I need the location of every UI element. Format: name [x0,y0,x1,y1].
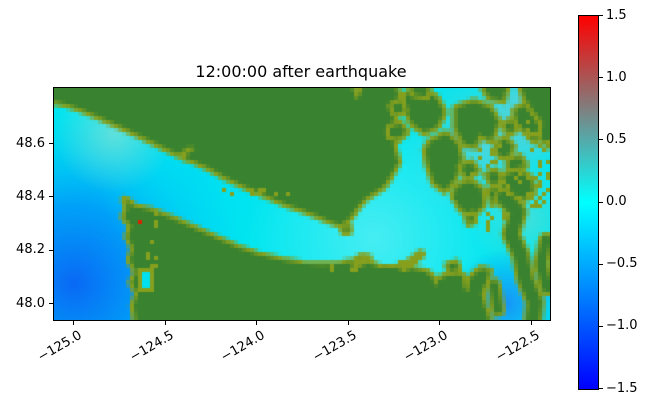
y-tick-label: 48.2 [16,242,45,258]
x-tick-label: −125.0 [35,328,85,366]
colorbar-tick-mark [599,15,603,16]
colorbar-tick-label: 0.5 [606,131,627,147]
colorbar-tick-mark [599,77,603,79]
x-tick-label: −123.0 [401,328,451,366]
y-tick-mark [49,303,53,304]
tsunami-map-canvas [54,88,550,320]
colorbar-tick-label: −1.0 [606,318,638,334]
x-tick-label: −124.5 [126,328,177,366]
x-tick-label: −122.5 [493,328,543,366]
colorbar [578,15,599,390]
x-tick-mark [256,321,258,325]
plot-title: 12:00:00 after earthquake [195,62,407,81]
colorbar-tick-mark [599,139,603,141]
colorbar-tick-mark [599,201,603,203]
x-tick-mark [73,321,75,325]
x-tick-label: −123.5 [310,328,360,366]
y-tick-mark [49,249,53,251]
y-tick-mark [49,143,53,144]
x-tick-mark [439,321,441,325]
map-plot-area [53,87,551,321]
colorbar-tick-label: −1.5 [606,380,638,396]
colorbar-tick-mark [599,388,603,389]
y-tick-label: 48.4 [16,188,45,204]
y-tick-label: 48.6 [16,135,45,151]
x-tick-label: −124.0 [218,328,268,366]
colorbar-tick-label: 1.5 [606,7,627,23]
y-tick-mark [49,196,53,198]
x-tick-mark [347,321,349,325]
colorbar-tick-mark [599,263,603,265]
colorbar-tick-mark [599,325,603,327]
colorbar-tick-label: 0.0 [606,194,627,209]
colorbar-tick-label: 1.0 [606,69,627,85]
x-tick-mark [530,321,532,325]
x-tick-mark [164,321,166,325]
colorbar-tick-label: −0.5 [606,256,638,272]
y-tick-label: 48.0 [16,295,45,311]
